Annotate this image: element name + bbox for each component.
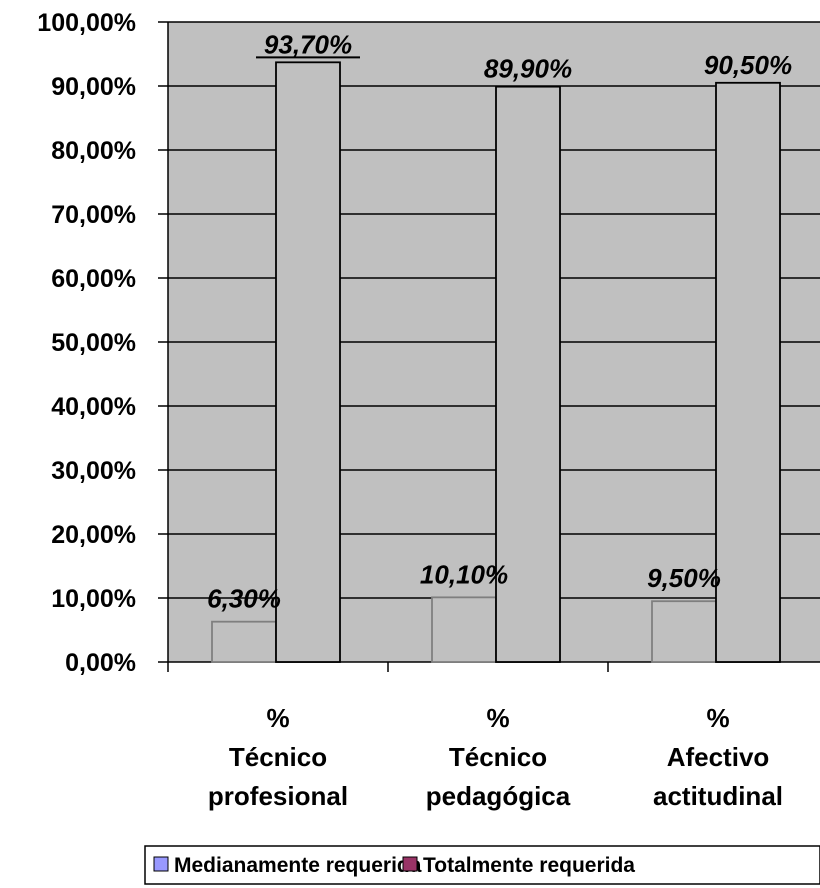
y-tick-label: 30,00%: [51, 457, 136, 485]
data-label: 6,30%: [207, 584, 281, 614]
x-category-label: actitudinal: [653, 781, 783, 811]
legend-swatch: [153, 856, 169, 872]
y-tick-label: 40,00%: [51, 393, 136, 421]
legend-label: Totalmente requerida: [423, 854, 635, 877]
x-category-label: Técnico: [229, 742, 327, 772]
y-tick-label: 20,00%: [51, 521, 136, 549]
y-tick-label: 10,00%: [51, 585, 136, 613]
y-tick-label: 0,00%: [65, 649, 136, 677]
legend-swatch: [402, 856, 418, 872]
data-label: 10,10%: [420, 559, 508, 589]
legend: Medianamente requerida Totalmente requeri…: [144, 845, 820, 885]
y-tick-label: 70,00%: [51, 201, 136, 229]
y-tick-label: 60,00%: [51, 265, 136, 293]
x-category-label: %: [486, 703, 509, 733]
x-category-label: %: [706, 703, 729, 733]
x-category-label: Técnico: [449, 742, 547, 772]
data-label: 9,50%: [647, 563, 721, 593]
x-category-label: %: [266, 703, 289, 733]
legend-label: Medianamente requerida: [174, 854, 422, 877]
legend-box: [144, 845, 820, 885]
data-label: 93,70%: [264, 29, 352, 59]
y-tick-label: 50,00%: [51, 329, 136, 357]
bar-totalmente: [275, 61, 341, 663]
bar-medianamente: [211, 620, 277, 663]
y-tick-label: 100,00%: [37, 9, 136, 37]
data-labels: 6,30% 10,10% 9,50% 93,70% 89,90% 90,50%: [207, 29, 792, 613]
y-tick-label: 80,00%: [51, 137, 136, 165]
bars: [211, 61, 781, 663]
bar-totalmente: [495, 85, 561, 663]
x-axis: % Técnico profesional% Técnico pedagógica% Af…: [167, 661, 820, 811]
bar-totalmente: [715, 81, 781, 663]
y-tick-label: 90,00%: [51, 73, 136, 101]
bar-medianamente: [431, 596, 497, 663]
x-category-label: profesional: [208, 781, 348, 811]
bar-medianamente: [651, 600, 717, 663]
x-category-label: pedagógica: [426, 781, 571, 811]
data-label: 89,90%: [484, 54, 572, 84]
x-category-label: Afectivo: [667, 742, 770, 772]
data-label: 90,50%: [704, 50, 792, 80]
y-axis: 0,00% 10,00% 20,00% 30,00% 40,00% 50,00% 60,00…: [37, 9, 169, 677]
